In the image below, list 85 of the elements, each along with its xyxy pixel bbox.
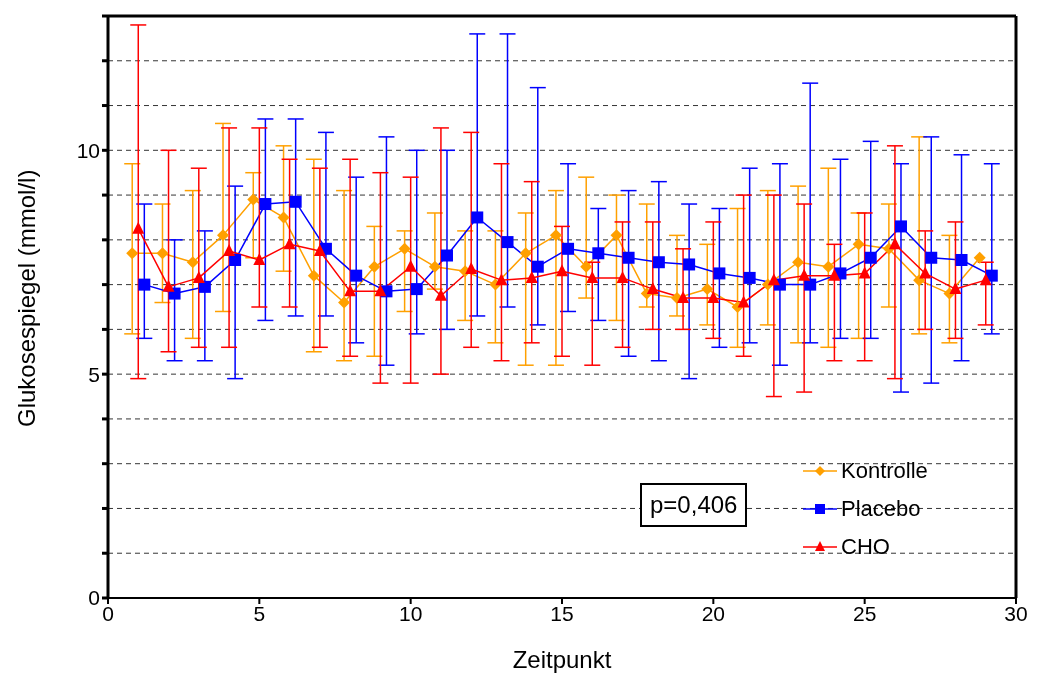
point	[919, 266, 932, 279]
x-tick-label: 15	[550, 601, 574, 625]
point	[277, 211, 290, 224]
point	[767, 273, 780, 286]
point	[822, 260, 835, 273]
annotation: p=0,406	[640, 483, 748, 527]
point	[223, 244, 236, 257]
point	[428, 260, 441, 273]
point	[888, 237, 901, 250]
point	[677, 291, 690, 304]
x-tick-label: 5	[253, 601, 266, 625]
point	[283, 237, 296, 250]
x-tick-label: 20	[701, 601, 726, 625]
point	[979, 273, 992, 286]
point	[743, 271, 756, 284]
point	[792, 256, 805, 269]
point	[592, 247, 605, 260]
point	[652, 256, 665, 269]
point	[138, 278, 151, 291]
point	[338, 296, 351, 309]
point	[471, 211, 484, 224]
point	[858, 266, 871, 279]
y-tick-label: 5	[88, 362, 100, 386]
y-tick-label: 0	[88, 586, 100, 610]
point	[852, 238, 865, 251]
point	[864, 251, 877, 264]
point	[798, 268, 811, 281]
point	[229, 253, 242, 266]
point	[350, 269, 363, 282]
point	[894, 220, 907, 233]
point	[501, 236, 514, 249]
point	[404, 259, 417, 272]
point	[440, 249, 453, 262]
point	[955, 253, 968, 266]
point	[374, 284, 387, 297]
legend-label: Kontrolle	[841, 458, 928, 484]
point	[828, 268, 841, 281]
point	[549, 229, 562, 242]
point	[217, 229, 230, 242]
x-tick-label: 25	[852, 601, 877, 625]
point	[646, 282, 659, 295]
y-axis-title: Glukosespiegel (mmol/l)	[12, 169, 40, 427]
point	[344, 284, 357, 297]
point	[580, 260, 593, 273]
point	[707, 291, 720, 304]
point	[701, 283, 714, 296]
point	[949, 282, 962, 295]
point	[192, 270, 205, 283]
point	[368, 260, 381, 273]
point	[925, 251, 938, 264]
point	[198, 280, 211, 293]
point	[259, 198, 272, 211]
point	[973, 251, 986, 264]
point	[556, 264, 568, 277]
point	[410, 283, 423, 296]
point	[126, 247, 139, 260]
point	[525, 270, 538, 283]
y-tick-label: 10	[76, 138, 100, 162]
point	[132, 221, 145, 234]
point	[289, 195, 302, 208]
legend-label: Placebo	[841, 496, 921, 522]
point	[531, 260, 544, 273]
point	[562, 242, 575, 255]
point	[465, 261, 478, 274]
point	[307, 269, 320, 282]
point	[622, 251, 635, 264]
point	[713, 267, 726, 280]
x-axis-title: Zeitpunkt	[512, 646, 612, 673]
x-tick-label: 10	[398, 601, 423, 625]
point	[313, 244, 326, 257]
point	[737, 295, 750, 308]
point	[495, 273, 508, 286]
point	[398, 242, 411, 255]
legend-label: CHO	[841, 534, 890, 560]
point	[913, 274, 926, 287]
point	[186, 256, 199, 269]
x-tick-label: 30	[1004, 601, 1028, 625]
point	[610, 229, 623, 242]
point	[804, 278, 817, 291]
point	[586, 270, 599, 283]
point	[247, 193, 260, 206]
point	[683, 258, 696, 271]
point	[434, 288, 447, 301]
point	[156, 247, 169, 260]
point	[519, 247, 532, 260]
